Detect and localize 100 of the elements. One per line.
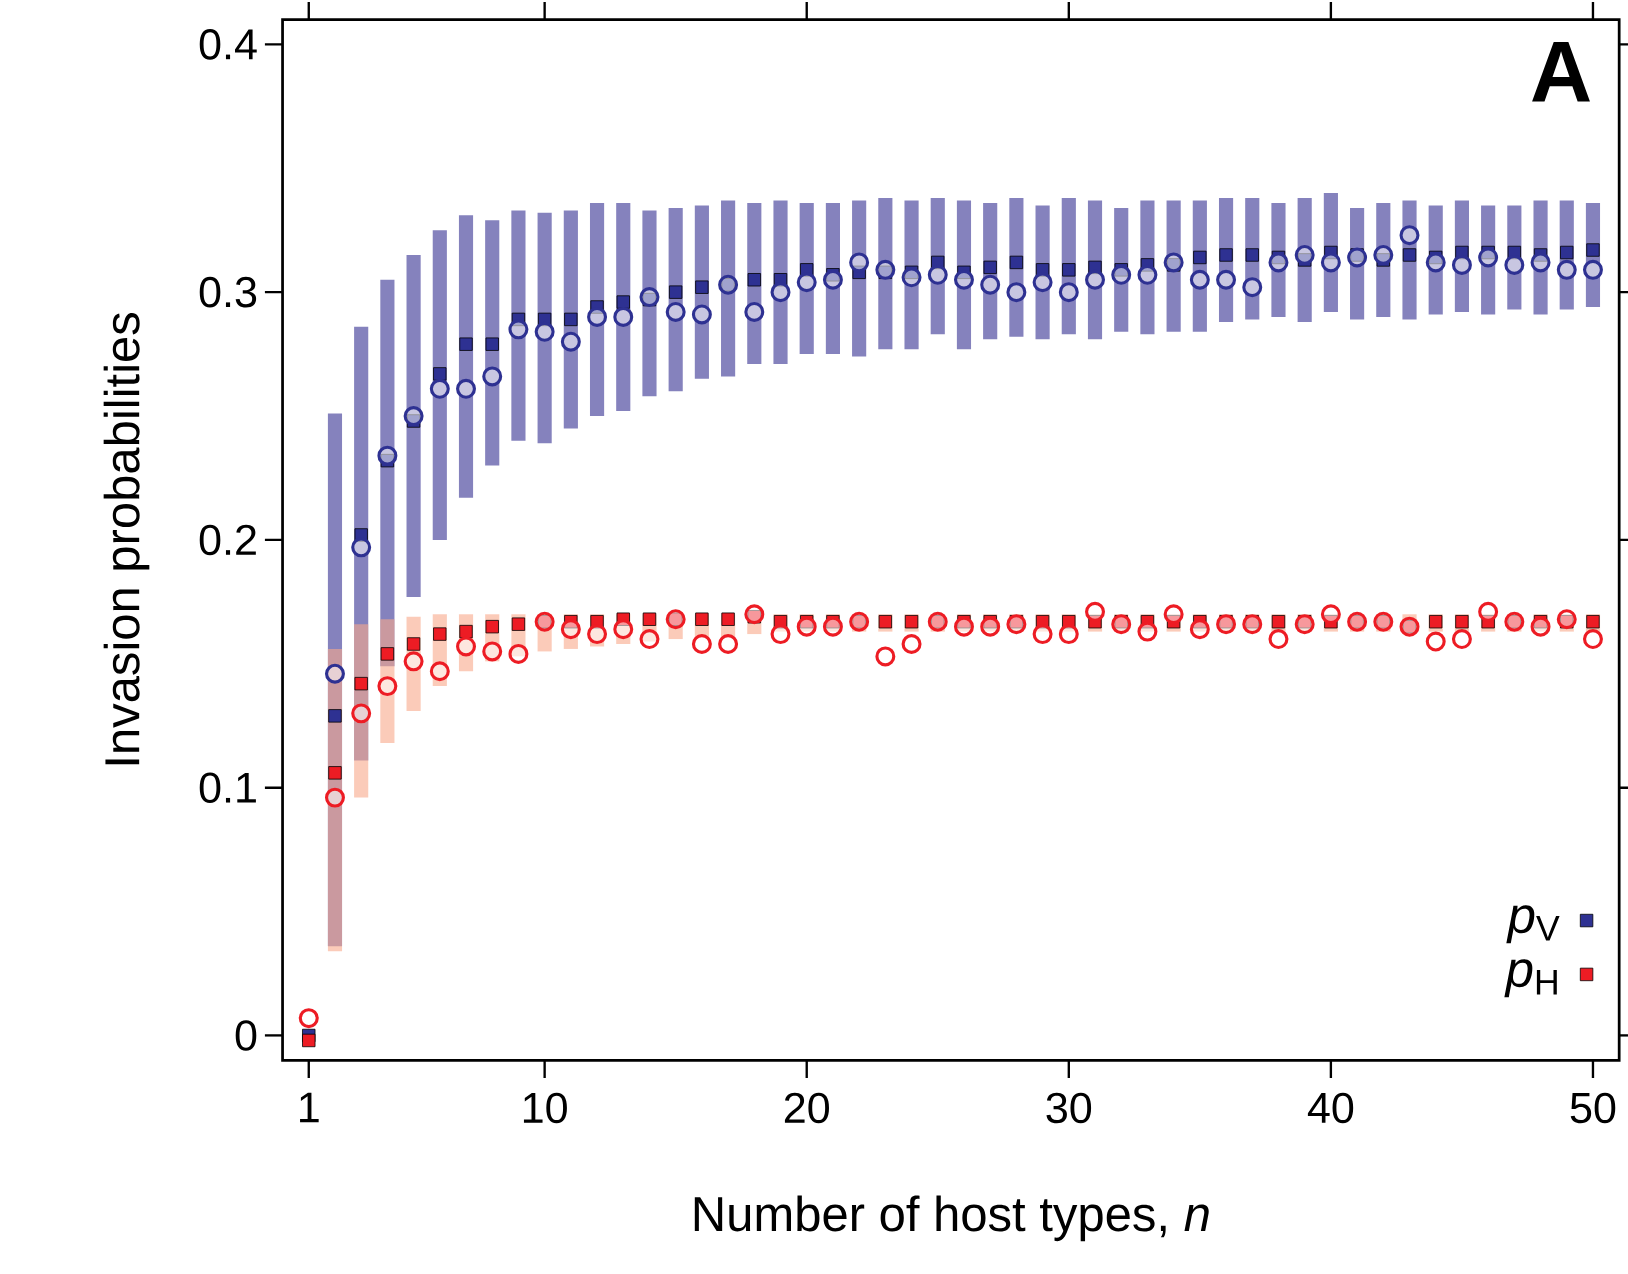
point (433, 627, 447, 641)
point (429, 661, 450, 682)
bar (563, 210, 578, 429)
point (1032, 624, 1053, 645)
bar (589, 202, 605, 417)
point (1504, 254, 1525, 275)
point (616, 295, 630, 309)
point (587, 624, 608, 645)
x-tick-label: 20 (784, 1092, 829, 1124)
point (665, 302, 686, 323)
point (485, 620, 499, 634)
point (744, 604, 765, 625)
point (534, 321, 555, 342)
point (1085, 601, 1106, 622)
point (459, 624, 473, 639)
y-tick-label: 0 (235, 1020, 257, 1051)
point (953, 616, 974, 637)
point (669, 285, 683, 299)
point (796, 272, 817, 293)
point (590, 615, 604, 629)
point (406, 637, 421, 651)
point (800, 263, 814, 277)
point (537, 312, 552, 327)
bar (668, 207, 683, 392)
point (1451, 254, 1472, 275)
bar (642, 210, 657, 397)
point (456, 378, 477, 399)
point (980, 274, 1001, 295)
point (1347, 247, 1368, 268)
point (377, 445, 398, 466)
point (377, 676, 398, 697)
point (1556, 259, 1577, 280)
point (1478, 247, 1499, 268)
annotation: A (1532, 42, 1590, 102)
point (1006, 282, 1027, 303)
point (875, 259, 896, 280)
point (482, 641, 503, 662)
bar (1114, 207, 1129, 332)
point (957, 265, 971, 280)
bar (1271, 202, 1286, 317)
point (298, 1008, 319, 1029)
bar (1140, 200, 1155, 335)
point (1425, 252, 1446, 273)
bar (721, 200, 736, 377)
point (822, 269, 843, 290)
point (1193, 250, 1207, 265)
point (1320, 604, 1341, 625)
point (1163, 604, 1184, 625)
point (380, 647, 395, 661)
point (1451, 629, 1472, 650)
point (927, 264, 948, 285)
bar (1009, 198, 1024, 337)
point (1242, 277, 1263, 298)
point (508, 319, 529, 340)
y-tick-label: 0.4 (199, 29, 257, 60)
point (456, 636, 477, 657)
point (770, 282, 791, 303)
bar (904, 200, 919, 350)
bar (1323, 193, 1338, 313)
point (459, 337, 473, 351)
y-axis-title: Invasion probabilities (103, 313, 150, 765)
point (1268, 252, 1289, 273)
point (354, 528, 368, 542)
point (1507, 245, 1521, 260)
point (485, 337, 499, 351)
point (852, 265, 866, 280)
point (1058, 282, 1079, 303)
point (1294, 245, 1315, 266)
point (721, 612, 735, 626)
point (354, 677, 368, 691)
point (1455, 245, 1469, 260)
point (1586, 243, 1600, 257)
bar (956, 200, 972, 350)
point (639, 287, 660, 308)
point (511, 312, 526, 327)
point (587, 306, 608, 327)
point (983, 260, 997, 275)
point (351, 537, 372, 558)
point (875, 646, 896, 667)
point (613, 619, 634, 640)
bar (380, 279, 395, 667)
x-tick-label: 40 (1307, 1092, 1354, 1124)
x-tick-label: 50 (1570, 1092, 1616, 1124)
point (849, 252, 870, 273)
bar (1192, 200, 1207, 332)
point (639, 629, 660, 650)
point (1219, 248, 1233, 262)
x-tick-label: 10 (523, 1092, 567, 1124)
point (1324, 245, 1338, 260)
point (773, 273, 788, 287)
point (1560, 245, 1574, 260)
point (403, 651, 424, 672)
bar (694, 205, 709, 379)
point (511, 617, 526, 631)
bar (878, 198, 893, 350)
point (433, 367, 447, 381)
point (718, 634, 739, 655)
point (1032, 272, 1053, 293)
legend-label: p$_{V}$ (1506, 905, 1560, 944)
point (564, 615, 578, 629)
